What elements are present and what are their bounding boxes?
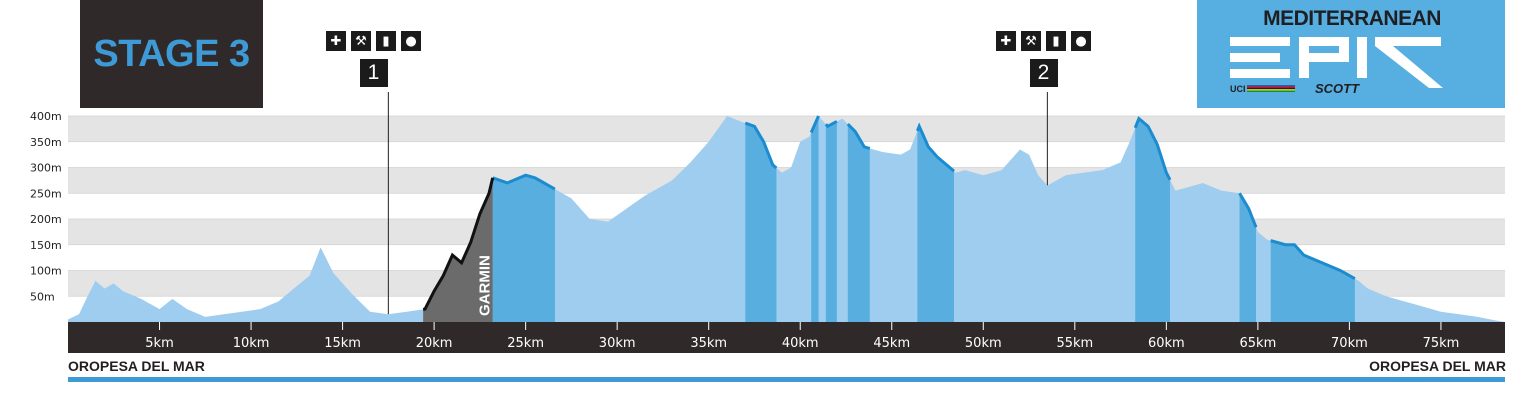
climb-segment-line: [809, 115, 820, 134]
x-tick-label: 40km: [782, 336, 819, 351]
climb-segment: [1270, 240, 1355, 322]
climb-segment-line: [846, 123, 871, 150]
epic-letter-i: [1357, 37, 1367, 78]
garmin-label: GARMIN: [477, 255, 494, 316]
food-icon: ●: [401, 31, 421, 51]
tools-icon: ⚒: [1021, 31, 1041, 51]
climb-segment-line: [535, 177, 556, 191]
climb-segment-line: [1238, 192, 1258, 228]
climb-segment: [745, 123, 777, 322]
medical-cross-icon: ✚: [996, 31, 1016, 51]
x-tick-label: 20km: [416, 336, 453, 351]
epic-letter-e: [1230, 37, 1290, 46]
x-tick-label: 60km: [1148, 336, 1185, 351]
climb-segment-line: [744, 121, 778, 170]
climb-segment: [536, 178, 555, 322]
y-tick-label: 400m: [30, 110, 62, 123]
uci-stripe: [1247, 87, 1295, 90]
feed-station-2: ✚ ⚒ ▮ ● 2: [996, 31, 1091, 87]
x-axis-bar: [68, 322, 1505, 353]
x-tick-label: 70km: [1331, 336, 1368, 351]
x-tick-label: 65km: [1240, 336, 1277, 351]
x-tick-label: 25km: [507, 336, 544, 351]
route-baseline: [68, 377, 1505, 382]
grid-band: [68, 116, 1505, 142]
y-tick-label: 350m: [30, 136, 62, 149]
y-tick-label: 250m: [30, 187, 62, 200]
bottle-icon: ▮: [1046, 31, 1066, 51]
stage-title: STAGE 3: [93, 32, 250, 75]
x-tick-label: 50km: [965, 336, 1002, 351]
food-icon: ●: [1071, 31, 1091, 51]
epic-logo: UCI SCOTT: [1230, 37, 1443, 96]
y-tick-label: 150m: [30, 239, 62, 252]
timed-section-area: [492, 175, 546, 322]
climb-segment: [917, 126, 954, 322]
bottle-icon: ▮: [376, 31, 396, 51]
x-tick-label: 55km: [1056, 336, 1093, 351]
climb-segment-line: [1133, 116, 1172, 181]
y-tick-label: 300m: [30, 162, 62, 175]
climb-segment: [847, 124, 870, 322]
uci-stripe: [1247, 90, 1295, 92]
timed-section-area: [423, 177, 493, 322]
x-tick-label: 75km: [1423, 336, 1460, 351]
uci-logo: UCI: [1230, 84, 1246, 94]
brand-name: MEDITERRANEAN: [1263, 7, 1441, 30]
x-tick-label: 5km: [145, 336, 173, 351]
x-tick-label: 35km: [690, 336, 727, 351]
y-tick-label: 50m: [30, 290, 55, 303]
station-number: 2: [1029, 59, 1058, 87]
climb-segment: [811, 116, 819, 322]
climb-segment-line: [1270, 239, 1356, 281]
tools-icon: ⚒: [351, 31, 371, 51]
x-tick-label: 30km: [599, 336, 636, 351]
epic-letter-p: [1299, 37, 1349, 78]
feed-station-1: ✚ ⚒ ▮ ● 1: [326, 31, 421, 87]
climb-segment: [1239, 193, 1257, 322]
uci-stripe: [1247, 89, 1295, 91]
finish-location: OROPESA DEL MAR: [1369, 358, 1506, 374]
x-tick-label: 10km: [233, 336, 270, 351]
start-location: OROPESA DEL MAR: [68, 358, 205, 374]
y-tick-label: 200m: [30, 213, 62, 226]
station-number: 1: [359, 59, 388, 87]
y-tick-label: 100m: [30, 265, 62, 278]
climb-segment-line: [824, 120, 838, 129]
stage-badge: STAGE 3: [80, 0, 263, 108]
uci-stripe: [1247, 85, 1295, 87]
epic-letter-e: [1230, 53, 1280, 62]
scott-logo: SCOTT: [1315, 81, 1360, 96]
uci-stripe: [1247, 86, 1295, 88]
x-tick-label: 15km: [324, 336, 361, 351]
climb-segment: [1135, 118, 1171, 322]
timed-section-line: [422, 177, 495, 311]
epic-letter-c: [1375, 37, 1443, 88]
climb-segment-line: [915, 122, 955, 173]
medical-cross-icon: ✚: [326, 31, 346, 51]
x-tick-label: 45km: [873, 336, 910, 351]
climb-segment: [825, 121, 837, 322]
epic-letter-e: [1230, 69, 1290, 78]
